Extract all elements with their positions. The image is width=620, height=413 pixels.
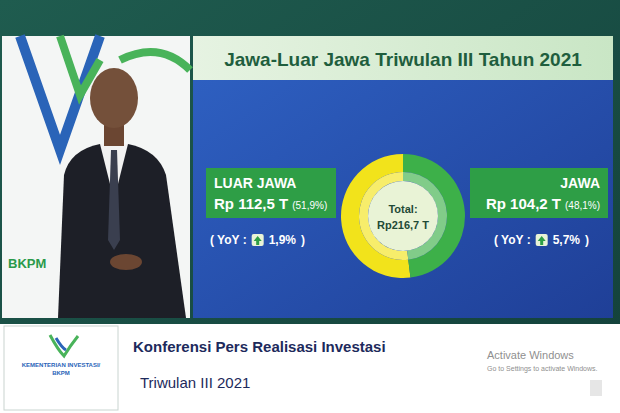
page: BKPM Jawa-Luar Jawa Triwulan III Tahun 20… — [0, 0, 620, 413]
yoy-prefix: ( YoY : — [210, 233, 247, 247]
watermark-title: Activate Windows — [487, 349, 574, 361]
yoy: ( YoY : 1,9%) — [210, 233, 305, 247]
tie — [108, 150, 120, 250]
footer: KEMENTERIAN INVESTASI/BKPM Konferensi Per… — [0, 324, 620, 413]
hands — [110, 254, 142, 270]
title-band — [193, 36, 613, 80]
value-label: Rp 112,5 T — [214, 195, 288, 212]
footer-subtitle: Triwulan III 2021 — [140, 374, 250, 391]
footer-bg — [0, 324, 620, 413]
up-icon — [252, 234, 264, 246]
video-panel: BKPM — [2, 36, 190, 318]
yoy-suffix: ) — [301, 233, 305, 247]
suit — [58, 144, 186, 318]
category-name: JAWA — [560, 175, 600, 191]
video-bg — [2, 36, 190, 318]
backdrop-text: BKPM — [8, 256, 46, 271]
chart-panel: Jawa-Luar Jawa Triwulan III Tahun 2021 To… — [193, 36, 613, 318]
category-name: LUAR JAWA — [214, 175, 296, 191]
category-label: JAWA Rp 104,2 T (48,1%) — [470, 168, 608, 218]
share-label: (51,9%) — [292, 200, 327, 211]
donut-center — [368, 181, 438, 251]
head — [90, 68, 138, 128]
presenter — [58, 68, 186, 318]
yoy-value: 5,7% — [553, 233, 581, 247]
label-box — [470, 168, 608, 218]
value-label: Rp 104,2 T — [486, 195, 561, 212]
logo-stroke — [20, 36, 100, 150]
category-label: LUAR JAWA Rp 112,5 T (51,9%) — [206, 168, 336, 218]
total-value: Rp216,7 T — [377, 219, 429, 231]
logo-box — [4, 326, 118, 410]
footer-title: Konferensi Pers Realisasi Investasi — [133, 338, 386, 355]
logo-text: BKPM — [52, 370, 70, 376]
total-label: Total: — [388, 203, 417, 215]
logo-stroke — [120, 52, 190, 70]
share-label: (48,1%) — [565, 200, 600, 211]
background — [0, 0, 620, 413]
up-icon — [536, 234, 548, 246]
yoy-suffix: ) — [585, 233, 589, 247]
logo-mark — [56, 338, 66, 350]
corner-icon — [590, 380, 602, 396]
logo-mark — [50, 335, 78, 356]
up-arrow — [538, 236, 546, 245]
yoy: ( YoY : 5,7%) — [494, 233, 589, 247]
donut: Total: Rp216,7 T — [341, 154, 465, 278]
logo-text: KEMENTERIAN INVESTASI/ — [22, 362, 101, 368]
yoy-value: 1,9% — [269, 233, 297, 247]
chart-title: Jawa-Luar Jawa Triwulan III Tahun 2021 — [224, 49, 582, 70]
up-arrow — [254, 236, 262, 245]
watermark-note: Go to Settings to activate Windows. — [487, 365, 598, 373]
yoy-prefix: ( YoY : — [494, 233, 531, 247]
label-box — [206, 168, 336, 218]
chart-bg — [193, 36, 613, 318]
